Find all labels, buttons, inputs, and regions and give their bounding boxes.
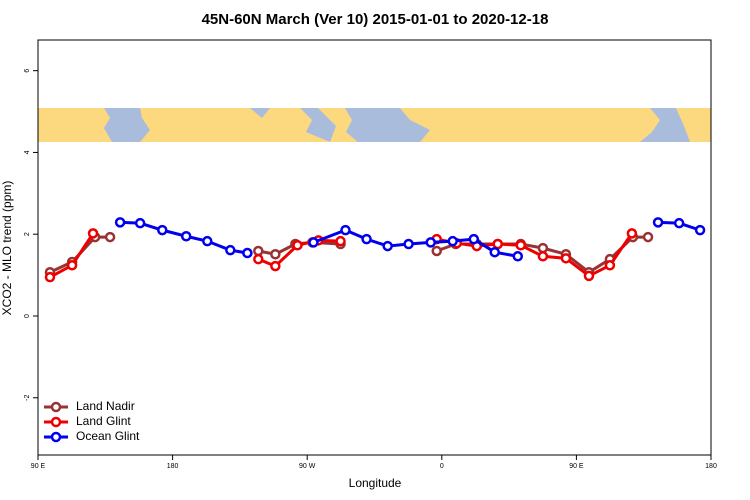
series-line	[49, 235, 649, 275]
y-tick-label: -2	[24, 395, 31, 401]
data-point	[382, 240, 393, 252]
data-point	[642, 231, 654, 243]
data-point	[157, 224, 168, 236]
data-point	[66, 260, 78, 271]
legend-label: Land Nadir	[76, 399, 135, 413]
x-tick-label: 180	[167, 463, 179, 470]
y-tick-label: 2	[24, 232, 31, 236]
legend-marker	[50, 416, 62, 428]
data-point	[515, 240, 527, 251]
data-point	[447, 235, 458, 247]
data-point	[202, 235, 213, 247]
y-tick-label: 4	[24, 150, 31, 154]
x-tick-label: 0	[440, 463, 444, 470]
data-point	[114, 217, 126, 228]
chart-title: 45N-60N March (Ver 10) 2015-01-01 to 202…	[202, 11, 549, 28]
x-tick-label: 90 W	[299, 463, 316, 470]
x-tick-label: 90 E	[569, 463, 584, 470]
legend-marker	[50, 431, 62, 443]
data-point	[489, 246, 500, 258]
data-point	[270, 260, 281, 272]
data-point	[492, 238, 503, 250]
x-axis-label: Longitude	[349, 476, 402, 490]
data-point	[340, 224, 351, 236]
data-point	[180, 231, 192, 242]
x-tick-label: 90 E	[31, 463, 46, 470]
data-point	[253, 253, 264, 265]
data-point	[537, 251, 549, 262]
legend-marker	[50, 401, 62, 413]
plot-frame	[37, 39, 712, 456]
data-point	[270, 248, 281, 260]
y-axis-label: XCO2 - MLO trend (ppm)	[0, 181, 14, 316]
data-point	[431, 245, 442, 257]
data-point	[44, 271, 56, 283]
data-point	[468, 233, 480, 245]
map-strip	[38, 108, 711, 142]
y-tick-label: 6	[24, 69, 31, 73]
data-point	[626, 228, 638, 239]
data-point	[673, 217, 685, 229]
data-point	[104, 231, 116, 243]
data-point	[604, 260, 616, 271]
data-point	[87, 228, 99, 239]
data-point	[560, 253, 572, 264]
data-point	[225, 244, 236, 256]
legend-label: Land Glint	[76, 414, 131, 428]
data-point	[537, 242, 549, 254]
legend-label: Ocean Glint	[76, 429, 140, 443]
data-point	[308, 237, 319, 248]
data-point	[292, 240, 303, 251]
data-point	[361, 233, 372, 245]
data-point	[652, 217, 664, 228]
data-point	[253, 245, 264, 257]
y-tick-label: 0	[24, 314, 31, 318]
x-tick-label: 180	[705, 463, 717, 470]
data-point	[242, 247, 253, 259]
data-point	[694, 224, 706, 236]
data-point	[134, 217, 146, 229]
data-point	[335, 235, 346, 247]
data-point	[403, 238, 414, 250]
data-point	[512, 251, 524, 262]
data-point	[425, 237, 436, 248]
data-point	[583, 270, 595, 282]
